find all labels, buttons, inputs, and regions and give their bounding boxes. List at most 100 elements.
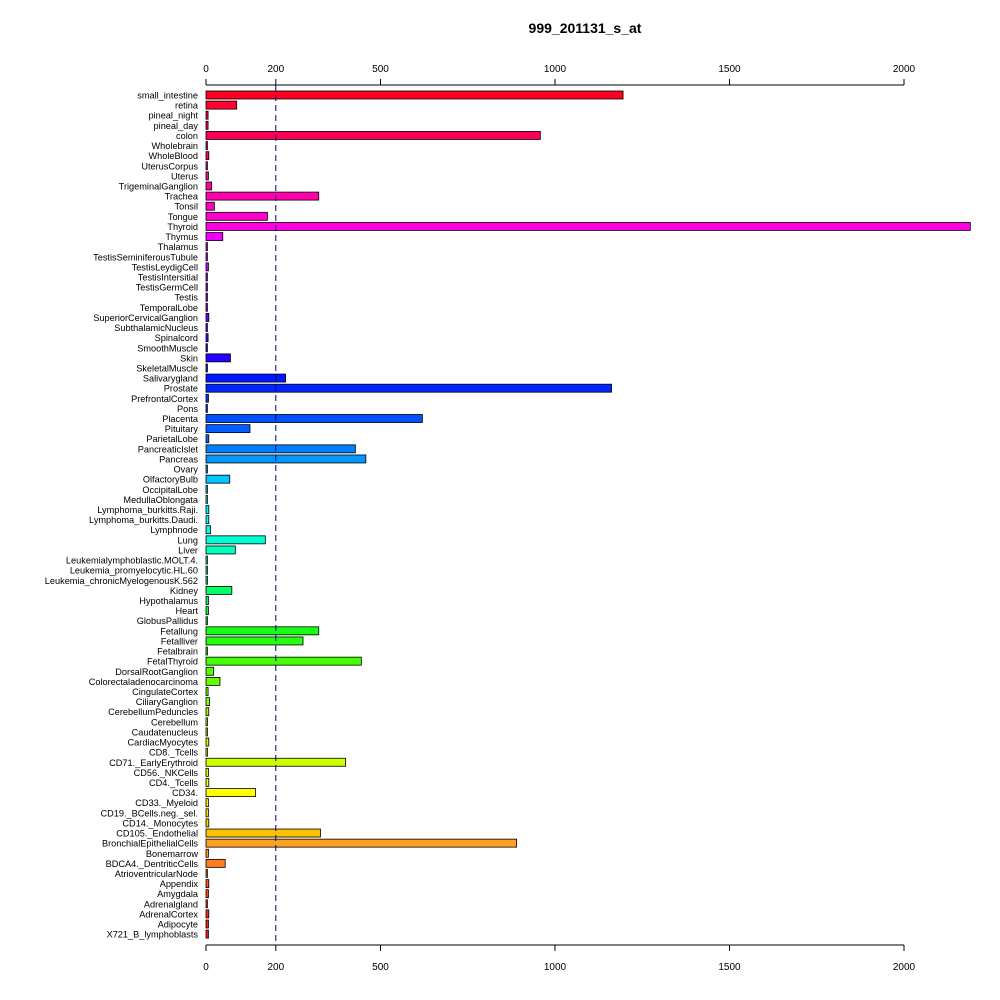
category-label: Kidney bbox=[170, 586, 198, 596]
category-label: PancreaticIslet bbox=[138, 444, 199, 454]
category-label: Fetallung bbox=[160, 626, 198, 636]
category-label: CiliaryGanglion bbox=[136, 697, 198, 707]
category-label: CD14._Monocytes bbox=[122, 818, 198, 828]
bar bbox=[205, 697, 210, 706]
bar bbox=[205, 717, 208, 727]
category-label: colon bbox=[176, 131, 198, 141]
category-label: SmoothMuscle bbox=[137, 343, 198, 353]
category-label: CD33._Myeloid bbox=[135, 798, 198, 808]
category-label: Tonsil bbox=[175, 202, 199, 212]
bar bbox=[205, 373, 286, 383]
category-labels: small_intestineretinapineal_nightpineal_… bbox=[45, 91, 199, 940]
category-label: SubthalamicNucleus bbox=[114, 323, 198, 333]
category-label: pineal_night bbox=[148, 111, 198, 121]
bar bbox=[205, 393, 209, 403]
category-label: FetalThyroid bbox=[147, 657, 198, 667]
category-label: Trachea bbox=[165, 192, 199, 202]
bar bbox=[205, 596, 209, 605]
axis-tick-label: 1000 bbox=[544, 962, 567, 973]
bar bbox=[205, 818, 210, 828]
bar bbox=[205, 858, 226, 868]
bar bbox=[205, 131, 541, 140]
bar bbox=[205, 474, 231, 484]
chart-title: 999_201131_s_at bbox=[528, 20, 642, 36]
bar bbox=[205, 879, 210, 888]
category-label: Cerebellum bbox=[151, 717, 198, 727]
axis-tick-label: 1500 bbox=[718, 962, 741, 973]
bar bbox=[205, 151, 210, 161]
bar bbox=[205, 889, 209, 899]
category-label: Pons bbox=[177, 404, 198, 414]
axis-tick-label: 0 bbox=[203, 64, 209, 75]
category-label: SuperiorCervicalGanglion bbox=[93, 313, 198, 323]
bar bbox=[205, 242, 208, 252]
bar bbox=[205, 606, 209, 616]
category-label: Fetalliver bbox=[161, 636, 198, 646]
category-label: TestisSeminiferousTubule bbox=[93, 252, 198, 262]
category-label: OlfactoryBulb bbox=[143, 475, 198, 485]
bar bbox=[205, 323, 208, 332]
category-label: PrefrontalCortex bbox=[131, 394, 198, 404]
category-label: TestisGermCell bbox=[136, 283, 198, 293]
bar bbox=[205, 848, 209, 858]
bar bbox=[205, 252, 208, 262]
bar bbox=[205, 676, 221, 686]
category-label: UterusCorpus bbox=[141, 161, 198, 171]
bar bbox=[205, 646, 208, 656]
axis-tick-label: 2000 bbox=[893, 962, 916, 973]
category-label: CD56._NKCells bbox=[134, 768, 199, 778]
category-label: Thyroid bbox=[167, 222, 198, 232]
bar bbox=[205, 575, 208, 585]
bar bbox=[205, 191, 320, 201]
bar bbox=[205, 353, 231, 363]
bar bbox=[205, 404, 208, 413]
axis-tick-label: 500 bbox=[372, 962, 389, 973]
category-label: ParietalLobe bbox=[146, 434, 198, 444]
bar bbox=[205, 313, 210, 322]
category-label: WholeBlood bbox=[148, 151, 198, 161]
category-label: TemporalLobe bbox=[140, 303, 198, 313]
bar bbox=[205, 687, 209, 696]
bar bbox=[205, 414, 423, 423]
bar bbox=[205, 616, 208, 626]
bar bbox=[205, 545, 236, 555]
bar bbox=[205, 90, 624, 100]
bar bbox=[205, 919, 209, 929]
category-label: Salivarygland bbox=[143, 374, 198, 384]
bar bbox=[205, 181, 212, 191]
bar bbox=[205, 788, 256, 797]
bar bbox=[205, 737, 210, 747]
bar bbox=[205, 707, 210, 717]
bar bbox=[205, 171, 209, 181]
bar bbox=[205, 110, 209, 120]
bar bbox=[205, 585, 233, 595]
category-label: Leukemia_promyelocytic.HL.60 bbox=[70, 566, 198, 576]
category-label: Lung bbox=[178, 535, 198, 545]
top-x-axis: 0 200 500 1000 1500 2000 bbox=[203, 64, 916, 86]
bar bbox=[205, 120, 209, 130]
category-label: Heart bbox=[176, 606, 199, 616]
bar bbox=[205, 727, 208, 737]
bar bbox=[205, 141, 208, 150]
category-label: Bonemarrow bbox=[146, 849, 198, 859]
bar bbox=[205, 333, 209, 343]
category-label: pineal_day bbox=[154, 121, 199, 131]
bar bbox=[205, 828, 321, 838]
category-label: Adrenalgland bbox=[144, 899, 198, 909]
bar bbox=[205, 222, 971, 231]
bar bbox=[205, 505, 210, 514]
category-label: Skin bbox=[180, 353, 198, 363]
axis-tick-label: 2000 bbox=[893, 64, 916, 75]
category-label: retina bbox=[175, 101, 199, 111]
category-label: small_intestine bbox=[137, 91, 198, 101]
bar bbox=[205, 656, 362, 666]
bar bbox=[205, 747, 208, 757]
bar bbox=[205, 282, 208, 292]
bar bbox=[205, 100, 238, 110]
category-label: TrigeminalGanglion bbox=[119, 181, 198, 191]
category-label: Leukemialymphoblastic.MOLT.4. bbox=[66, 556, 198, 566]
category-label: TestisIntersitial bbox=[138, 272, 198, 282]
category-label: Ovary bbox=[173, 465, 198, 475]
category-label: Lymphoma_burkitts.Raji. bbox=[97, 505, 198, 515]
